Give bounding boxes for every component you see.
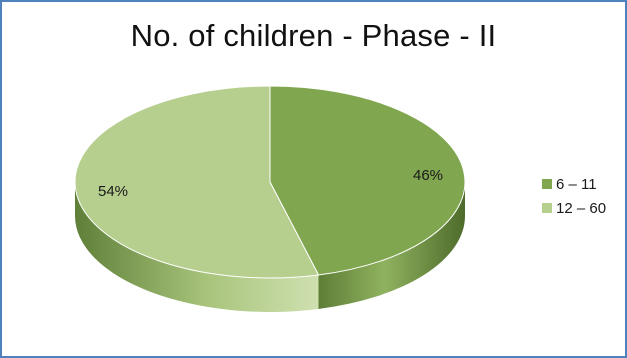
pie-slice [269, 85, 466, 276]
legend-swatch [542, 203, 552, 213]
legend-label: 6 – 11 [556, 175, 597, 193]
legend: 6 – 11 12 – 60 [542, 172, 606, 220]
pie-side-1 [75, 182, 319, 312]
data-label: 46% [413, 167, 443, 184]
legend-item: 6 – 11 [542, 172, 606, 196]
chart-title: No. of children - Phase - II [130, 18, 497, 53]
pie-slice [74, 85, 320, 279]
pie-side-0 [318, 182, 466, 309]
legend-label: 12 – 60 [556, 199, 607, 217]
legend-swatch [542, 179, 552, 189]
legend-item: 12 – 60 [542, 196, 606, 220]
data-label: 54% [98, 183, 128, 200]
